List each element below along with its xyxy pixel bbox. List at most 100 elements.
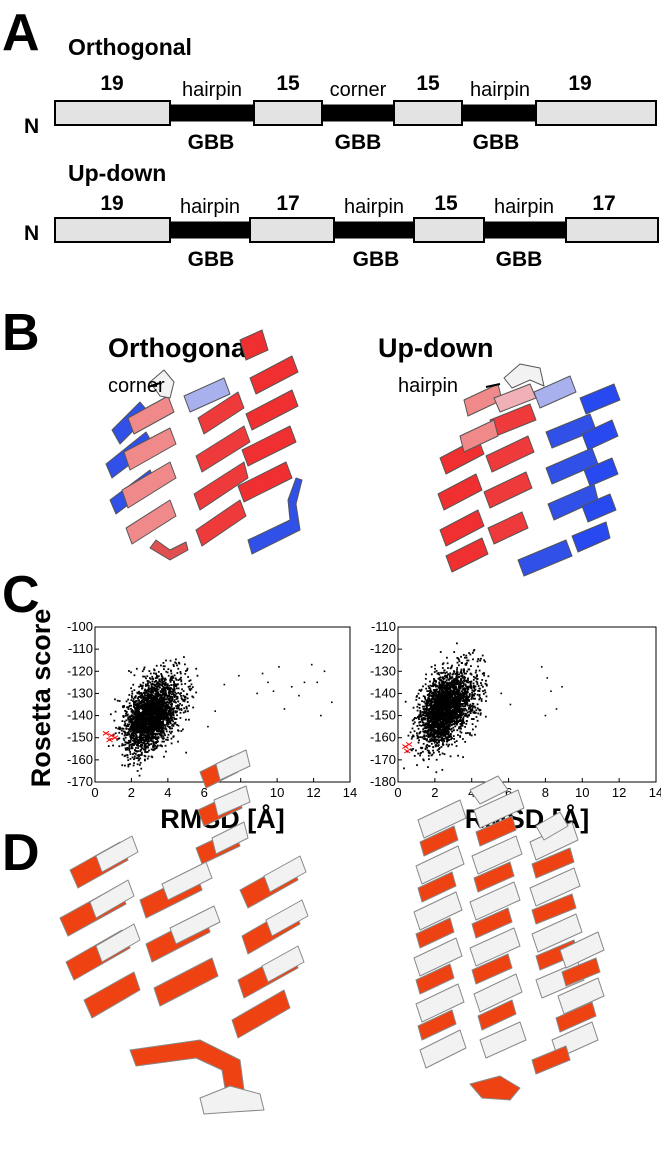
decoy-point [132, 739, 135, 742]
decoy-point [140, 706, 142, 708]
decoy-point [455, 718, 458, 720]
decoy-point [444, 710, 447, 713]
decoy-point [446, 708, 449, 711]
decoy-point [451, 743, 453, 746]
decoy-point [455, 679, 457, 682]
decoy-point [441, 689, 443, 692]
decoy-point [439, 719, 442, 722]
up-down-loop-1 [169, 221, 251, 239]
decoy-point [150, 693, 153, 696]
decoy-point [139, 750, 142, 752]
decoy-point [142, 748, 145, 751]
decoy-point [132, 683, 135, 686]
decoy-point [438, 707, 441, 709]
decoy-point [417, 727, 420, 730]
decoy-point [444, 720, 447, 722]
decoy-point [458, 726, 461, 729]
decoy-point [146, 740, 149, 743]
decoy-point [144, 688, 146, 691]
decoy-point [138, 721, 141, 724]
decoy-point [147, 723, 150, 725]
decoy-point [147, 755, 150, 758]
decoy-point [157, 693, 160, 696]
decoy-point [438, 683, 441, 685]
decoy-point [135, 744, 138, 747]
corner-loop [149, 369, 175, 399]
loop-ribbon-red-bottom [149, 539, 189, 561]
decoy-point [444, 723, 447, 725]
decoy-point [442, 721, 445, 724]
decoy-point [145, 751, 148, 754]
decoy-point [176, 714, 178, 717]
decoy-point [151, 756, 154, 759]
helix-ribbon-red-1 [437, 437, 489, 573]
decoy-point [430, 716, 432, 719]
decoy-point [422, 695, 425, 698]
decoy-point [481, 654, 484, 657]
decoy-point [138, 719, 141, 722]
orthogonal-loop-1-gbb: GBB [188, 131, 235, 154]
decoy-point [136, 741, 138, 743]
decoy-point [457, 696, 460, 699]
decoy-point [410, 749, 413, 752]
decoy-point [157, 732, 159, 735]
decoy-point [462, 705, 465, 708]
decoy-point [163, 712, 166, 715]
decoy-point [465, 685, 467, 687]
decoy-point [439, 739, 442, 742]
decoy-point [470, 680, 473, 683]
decoy-point [453, 707, 456, 710]
decoy-point [163, 755, 165, 758]
decoy-point [169, 722, 172, 725]
decoy-point [156, 694, 159, 697]
decoy-point [434, 718, 436, 721]
decoy-point [432, 681, 435, 684]
decoy-point [460, 716, 463, 719]
decoy-point [153, 704, 156, 706]
decoy-point [184, 695, 186, 698]
decoy-point [190, 683, 193, 686]
decoy-point [442, 662, 445, 665]
decoy-point [443, 727, 445, 730]
decoy-point [152, 709, 155, 712]
decoy-point [143, 711, 146, 714]
decoy-point [148, 693, 151, 696]
decoy-point [138, 695, 141, 698]
decoy-point [157, 688, 160, 691]
decoy-point [441, 724, 444, 727]
decoy-point [136, 723, 139, 726]
decoy-point [118, 737, 121, 740]
decoy-point [162, 693, 165, 695]
decoy-point [153, 700, 156, 703]
decoy-point [182, 699, 185, 702]
decoy-point [155, 664, 158, 667]
decoy-point [187, 676, 190, 678]
decoy-point [139, 733, 142, 736]
decoy-point [455, 720, 458, 723]
decoy-point [419, 713, 422, 716]
up-down-loop-1-gbb: GBB [188, 248, 235, 271]
decoy-point [124, 732, 127, 735]
decoy-point [160, 697, 163, 700]
decoy-point [412, 747, 414, 750]
decoy-point [428, 745, 431, 748]
decoy-point [140, 744, 143, 747]
decoy-point [161, 685, 164, 688]
decoy-point [171, 714, 173, 717]
decoy-point [153, 695, 156, 698]
decoy-point [122, 716, 125, 718]
decoy-point [471, 728, 474, 731]
decoy-point [149, 721, 152, 724]
decoy-point [441, 684, 444, 687]
decoy-point [451, 710, 454, 713]
decoy-point [476, 703, 479, 706]
decoy-point [144, 738, 147, 741]
decoy-point [421, 711, 424, 713]
decoy-point [161, 713, 164, 716]
decoy-point [124, 722, 127, 725]
decoy-point [180, 709, 183, 711]
decoy-point [148, 704, 151, 707]
decoy-point [426, 743, 429, 746]
decoy-point [478, 669, 481, 672]
decoy-point [429, 724, 432, 726]
